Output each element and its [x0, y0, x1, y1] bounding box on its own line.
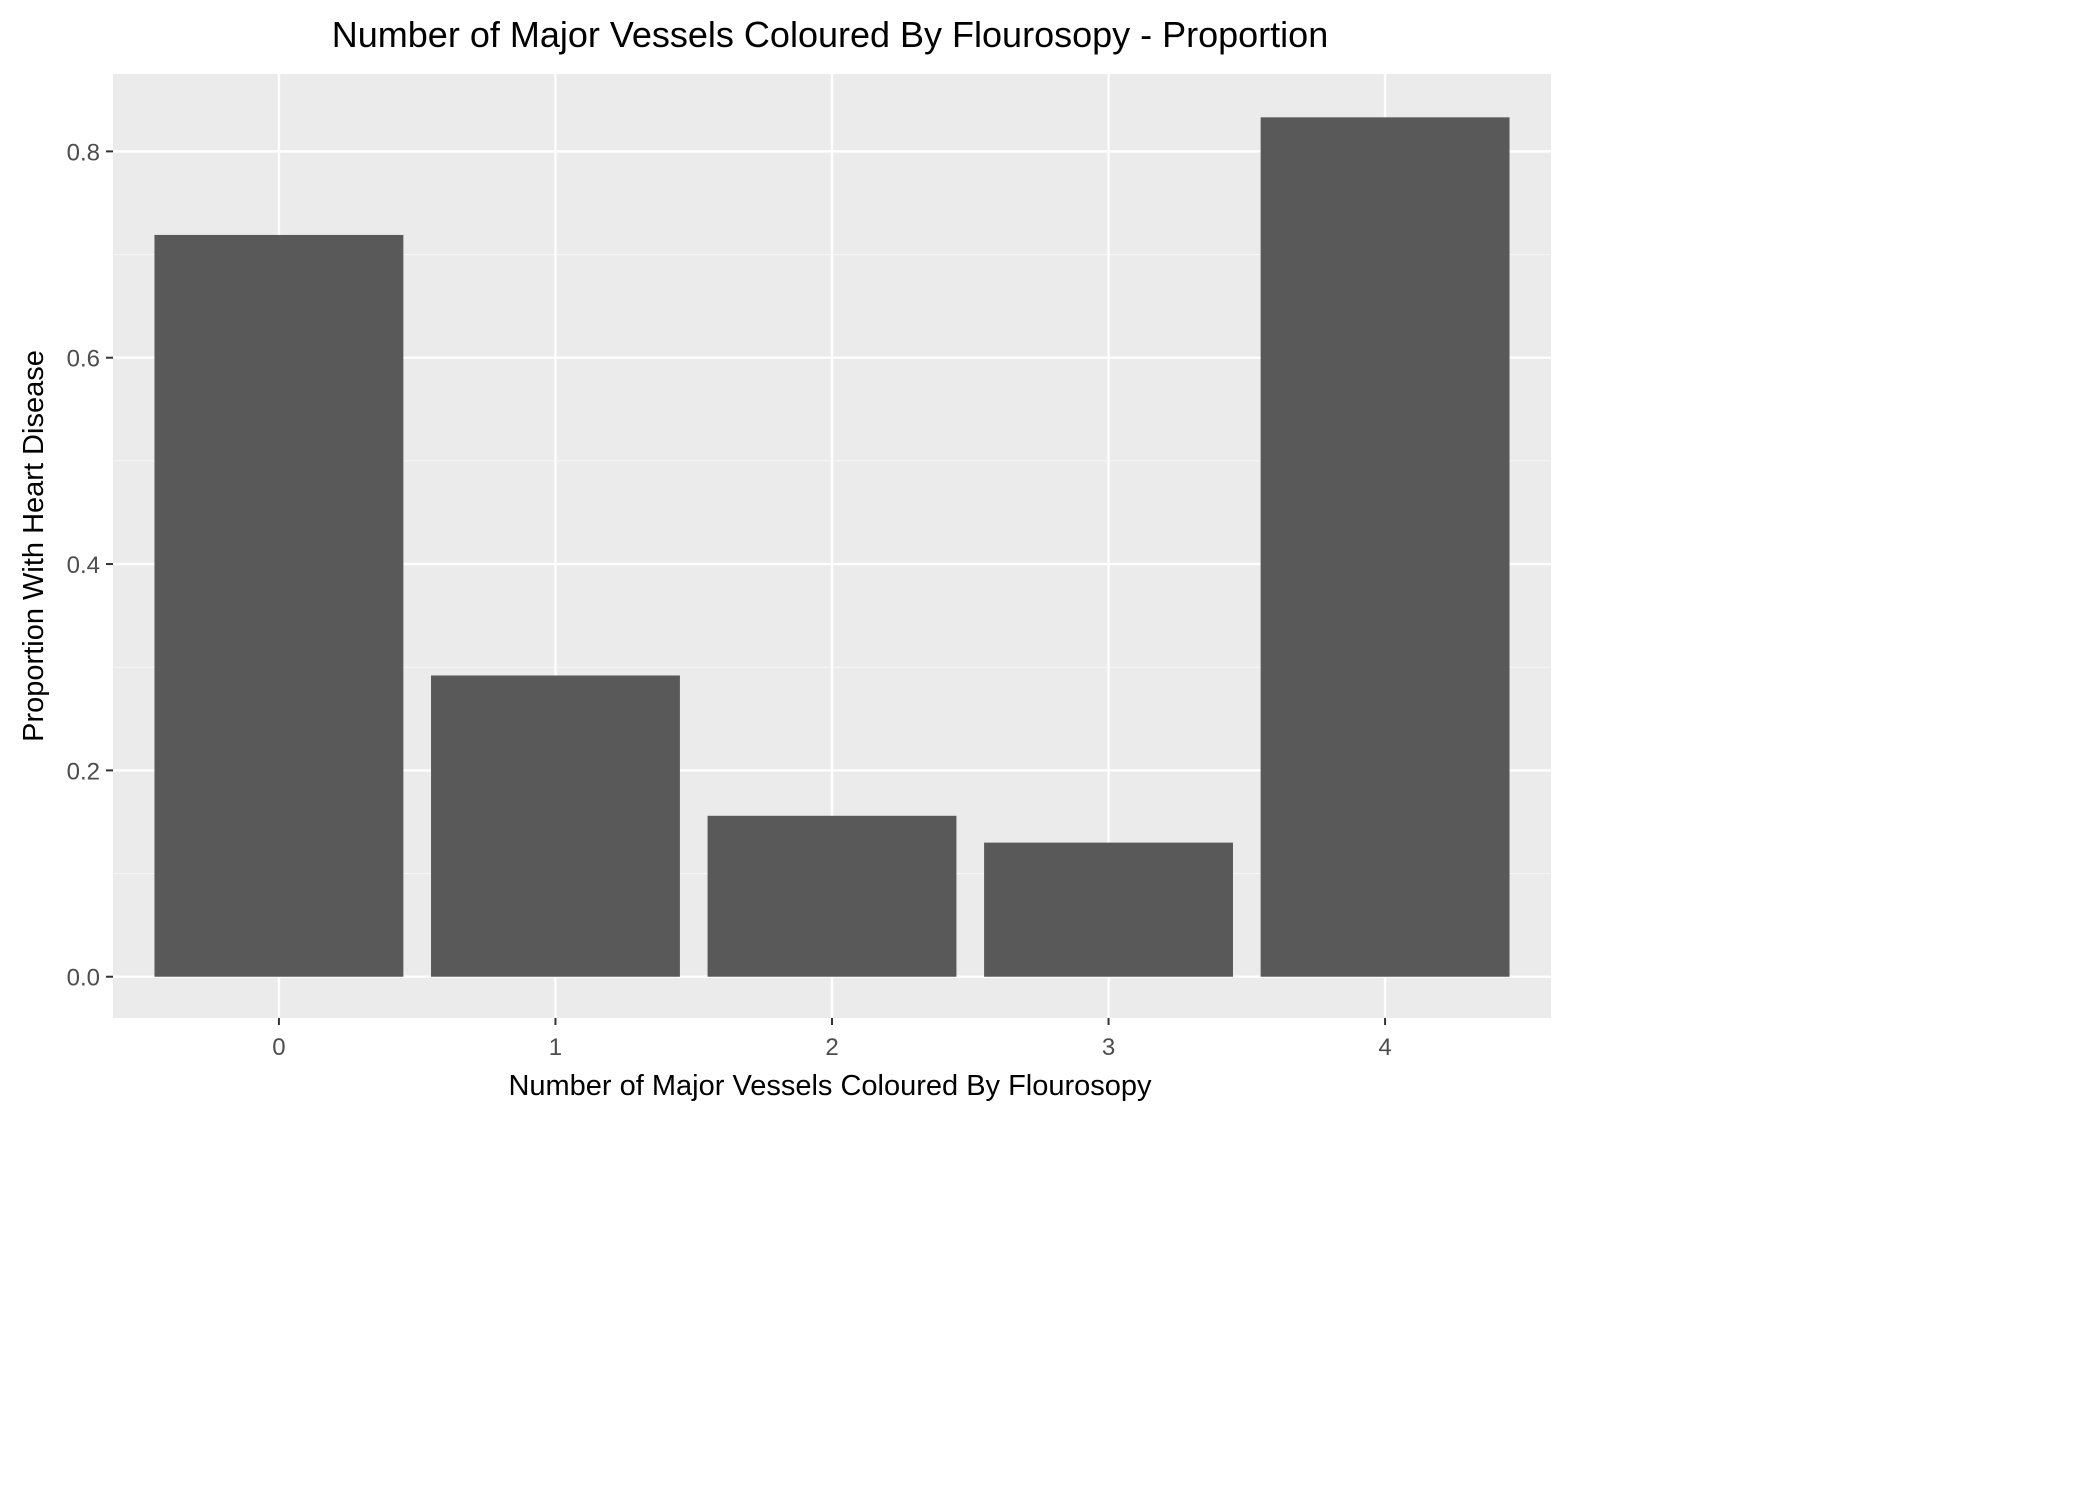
- y-axis: 0.0 0.2 0.4 0.6 0.8: [67, 139, 113, 992]
- x-tick-label: 2: [825, 1034, 838, 1061]
- y-tick-label: 0.4: [67, 552, 100, 579]
- x-tick-label: 4: [1378, 1034, 1391, 1061]
- bar-0: [154, 234, 404, 977]
- chart-root: 0.0 0.2 0.4 0.6 0.8 0 1 2 3 4 Number of Major Ve…: [18, 14, 1551, 1102]
- x-tick-label: 0: [272, 1034, 285, 1061]
- x-tick-label: 1: [549, 1034, 562, 1061]
- bar-chart: 0.0 0.2 0.4 0.6 0.8 0 1 2 3 4 Number of Major Ve…: [18, 14, 1551, 1102]
- y-axis-title: Proportion With Heart Disease: [18, 350, 50, 742]
- x-tick-label: 3: [1102, 1034, 1115, 1061]
- y-tick-label: 0.2: [67, 758, 100, 785]
- bar-4: [1260, 117, 1510, 977]
- chart-title: Number of Major Vessels Coloured By Flou…: [332, 14, 1328, 55]
- bar-1: [431, 675, 680, 977]
- y-tick-label: 0.6: [67, 346, 100, 373]
- bars: [154, 117, 1510, 977]
- y-tick-label: 0.0: [67, 965, 100, 992]
- y-tick-label: 0.8: [67, 139, 100, 166]
- bar-3: [984, 842, 1233, 977]
- bar-2: [707, 815, 957, 977]
- x-axis-title: Number of Major Vessels Coloured By Flou…: [508, 1070, 1152, 1102]
- x-axis: 0 1 2 3 4: [272, 1018, 1392, 1061]
